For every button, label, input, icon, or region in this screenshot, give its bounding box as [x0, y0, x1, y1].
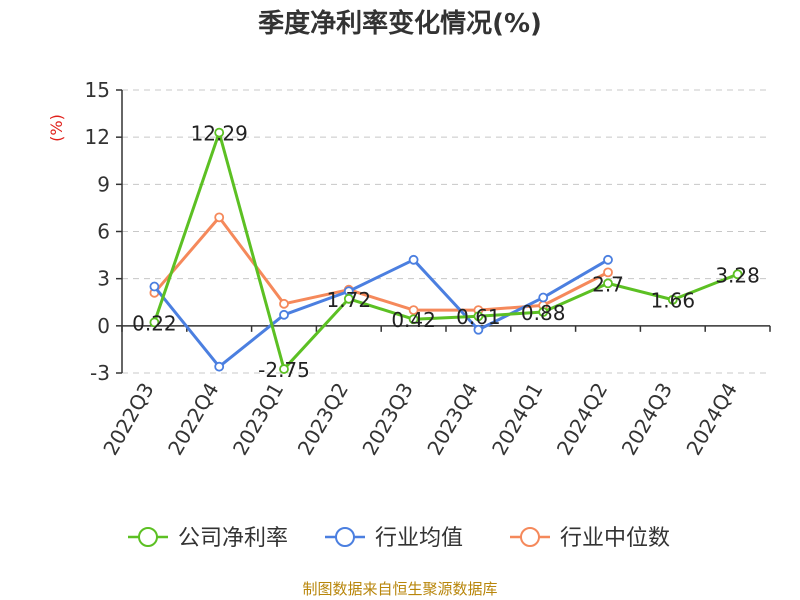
series-line	[153, 215, 609, 312]
data-point	[279, 309, 289, 320]
x-tick-label: 2023Q2	[293, 379, 353, 460]
data-label: 0.42	[391, 308, 436, 332]
data-point	[538, 292, 549, 303]
data-point	[408, 314, 419, 325]
data-point	[214, 361, 225, 372]
legend-label: 行业中位数	[560, 526, 670, 551]
y-tick-label: 15	[85, 78, 110, 102]
data-point	[473, 311, 484, 322]
data-point	[214, 212, 225, 223]
data-label: 12.29	[191, 122, 248, 146]
data-label: 1.66	[651, 289, 696, 313]
series-line	[152, 131, 739, 371]
data-label: 0.61	[456, 305, 501, 329]
y-axis-label: (%)	[47, 114, 66, 142]
data-label: 2.7	[592, 272, 624, 296]
legend-label: 行业均值	[375, 526, 463, 551]
legend: 公司净利率 行业均值 行业中位数	[128, 526, 670, 551]
data-point	[732, 269, 743, 280]
x-tick-label: 2022Q4	[163, 379, 223, 460]
data-point	[603, 278, 613, 289]
data-point	[408, 254, 419, 265]
chart-title: 季度净利率变化情况(%)	[258, 8, 542, 39]
x-tick-label: 2023Q3	[357, 379, 417, 460]
data-point	[214, 127, 225, 138]
data-point	[473, 324, 484, 335]
y-tick-label: 3	[97, 267, 110, 291]
x-tick-label: 2022Q3	[98, 379, 158, 460]
data-label: 0.22	[132, 311, 177, 335]
data-point	[603, 254, 613, 265]
data-label: 1.72	[327, 288, 372, 312]
legend-marker	[335, 527, 355, 547]
data-point	[279, 298, 289, 309]
x-tick-label: 2024Q4	[681, 379, 741, 460]
data-point	[343, 293, 354, 304]
x-tick-label: 2024Q3	[617, 379, 677, 460]
y-tick-label: 6	[97, 220, 110, 244]
legend-label: 公司净利率	[178, 526, 288, 551]
x-tick-label: 2023Q4	[422, 379, 482, 460]
data-point	[408, 305, 419, 316]
y-tick-label: -3	[90, 361, 110, 385]
data-label: 3.28	[715, 263, 760, 287]
data-labels: 0.22 12.29 -2.75 1.72 0.42 0.61 0.88 2.7 1.66 3.2…	[132, 122, 760, 382]
x-tick-label: 2024Q1	[487, 379, 547, 460]
data-label: 0.88	[521, 301, 566, 325]
data-point	[603, 267, 613, 278]
y-tick-label: 0	[97, 314, 110, 338]
legend-marker	[520, 527, 540, 547]
legend-marker	[138, 527, 158, 547]
x-tick-label: 2024Q2	[552, 379, 612, 460]
data-point	[279, 364, 289, 374]
series-line	[153, 258, 609, 369]
y-tick-label: 9	[97, 172, 110, 196]
data-point	[538, 307, 549, 317]
grid-lines	[122, 89, 770, 374]
y-tick-label: 12	[85, 125, 110, 149]
data-point	[149, 281, 160, 292]
data-point	[667, 294, 678, 305]
data-label: -2.75	[258, 358, 310, 382]
data-point	[149, 317, 160, 328]
axes: -3 0 3 6 9 12 15 2022Q3 2022Q4 2023Q1 2023Q2 2023Q3…	[85, 78, 771, 460]
series-lines	[149, 127, 743, 374]
source-note: 制图数据来自恒生聚源数据库	[302, 580, 497, 598]
x-tick-label: 2023Q1	[228, 379, 288, 460]
